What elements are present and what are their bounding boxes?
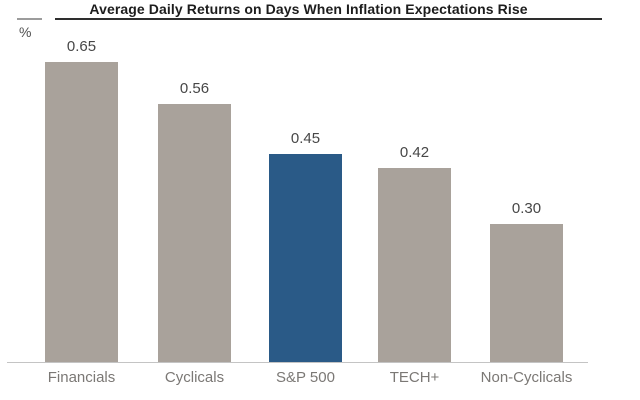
value-label-cyclicals: 0.56: [179, 80, 210, 97]
category-label-non-cyclicals: Non-Cyclicals: [480, 369, 573, 386]
category-label-financials: Financials: [47, 369, 116, 386]
category-label-tech: TECH+: [389, 369, 440, 386]
bar-cyclicals: [158, 104, 231, 362]
title-underline: [55, 18, 602, 20]
value-label-financials: 0.65: [66, 38, 97, 55]
category-label-cyclicals: Cyclicals: [164, 369, 225, 386]
bar-s-p-500: [269, 154, 342, 362]
chart-title: Average Daily Returns on Days When Infla…: [89, 1, 528, 17]
category-label-s-p-500: S&P 500: [276, 369, 335, 386]
x-axis-line: [7, 362, 588, 363]
bar-financials: [45, 62, 118, 362]
value-label-tech: 0.42: [399, 144, 430, 161]
bar-non-cyclicals: [490, 224, 563, 362]
value-label-non-cyclicals: 0.30: [511, 200, 542, 217]
unit-tick-line: [17, 18, 42, 20]
value-label-s-p-500: 0.45: [290, 130, 321, 147]
bar-tech: [378, 168, 451, 362]
y-axis-unit-label: %: [19, 24, 32, 40]
